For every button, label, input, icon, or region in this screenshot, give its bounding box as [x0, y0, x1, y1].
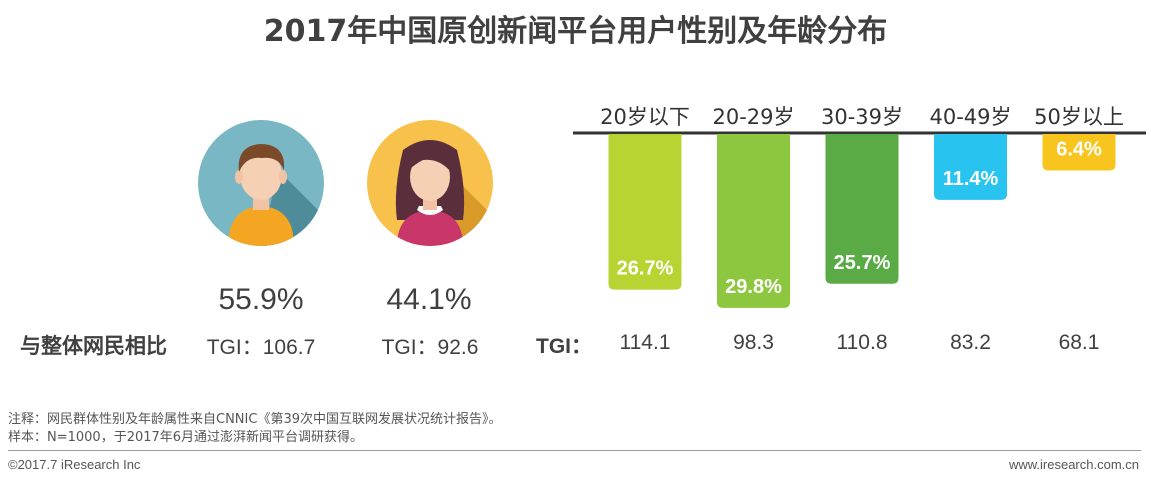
bar	[825, 134, 899, 284]
footer-divider	[8, 450, 1141, 451]
bar	[934, 134, 1007, 200]
category-label: 40-49岁	[929, 105, 1011, 129]
category-label: 50岁以上	[1034, 105, 1124, 129]
tgi-value: 110.8	[836, 331, 888, 354]
value-label: 29.8%	[725, 276, 782, 298]
tgi-value: 83.2	[950, 331, 991, 354]
male-percent: 55.9%	[218, 283, 304, 316]
tgi-row-label: TGI：	[536, 335, 592, 358]
note-line-1: 注释：网民群体性别及年龄属性来自CNNIC《第39次中国互联网发展状况统计报告》…	[8, 412, 502, 427]
tgi-value: 114.1	[619, 331, 671, 354]
male-avatar-icon	[198, 120, 324, 246]
bar	[608, 134, 682, 290]
chart-title: 2017年中国原创新闻平台用户性别及年龄分布	[263, 14, 888, 49]
female-avatar-icon	[367, 120, 493, 246]
note-line-2: 样本：N=1000，于2017年6月通过澎湃新闻平台调研获得。	[8, 430, 364, 445]
bar	[1042, 134, 1116, 171]
bar	[717, 134, 790, 308]
tgi-value: 98.3	[733, 331, 774, 354]
female-percent: 44.1%	[386, 283, 472, 316]
copyright-text: ©2017.7 iResearch Inc	[8, 457, 141, 472]
value-label: 11.4%	[943, 168, 999, 190]
value-label: 26.7%	[617, 258, 674, 280]
tgi-value: 68.1	[1058, 331, 1100, 354]
value-label: 6.4%	[1056, 139, 1102, 161]
age-bar-chart: 20岁以下 26.7% 20-29岁 29.8% 30-39岁 25.7% 40-49岁 11…	[573, 105, 1146, 308]
male-tgi: TGI：106.7	[206, 336, 316, 359]
category-label: 30-39岁	[821, 105, 903, 129]
website-link[interactable]: www.iresearch.com.cn	[1008, 457, 1139, 472]
category-label: 20-29岁	[712, 105, 794, 129]
female-tgi: TGI：92.6	[381, 336, 479, 359]
category-label: 20岁以下	[600, 105, 690, 129]
value-label: 25.7%	[834, 252, 891, 274]
comparison-row-label: 与整体网民相比	[20, 334, 167, 358]
